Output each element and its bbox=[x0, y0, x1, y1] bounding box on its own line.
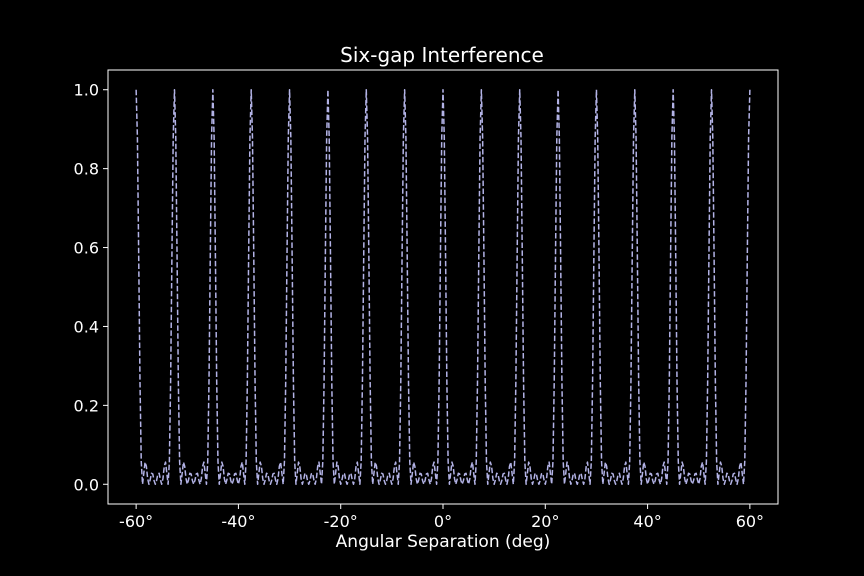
x-tick-label: 40° bbox=[633, 512, 661, 531]
x-axis: -60° -40° -20° 0° 20° 40° 60° bbox=[119, 504, 764, 531]
y-axis: 0.0 0.2 0.4 0.6 0.8 1.0 bbox=[74, 81, 108, 494]
series-line bbox=[135, 88, 751, 486]
y-tick-label: 0.4 bbox=[74, 317, 99, 336]
x-tick-label: 20° bbox=[531, 512, 559, 531]
x-tick-label: 0° bbox=[434, 512, 452, 531]
y-tick-label: 0.0 bbox=[74, 475, 99, 494]
x-tick-label: -20° bbox=[324, 512, 358, 531]
y-tick-label: 1.0 bbox=[74, 81, 99, 100]
x-tick-label: -40° bbox=[221, 512, 255, 531]
plot-series bbox=[135, 88, 751, 486]
y-tick-label: 0.6 bbox=[74, 239, 99, 258]
x-tick-label: 60° bbox=[736, 512, 764, 531]
x-tick-label: -60° bbox=[119, 512, 153, 531]
y-tick-label: 0.2 bbox=[74, 396, 99, 415]
x-axis-title: Angular Separation (deg) bbox=[336, 532, 551, 552]
chart-title: Six-gap Interference bbox=[340, 43, 544, 67]
plot-frame bbox=[107, 69, 779, 505]
y-tick-label: 0.8 bbox=[74, 160, 99, 179]
